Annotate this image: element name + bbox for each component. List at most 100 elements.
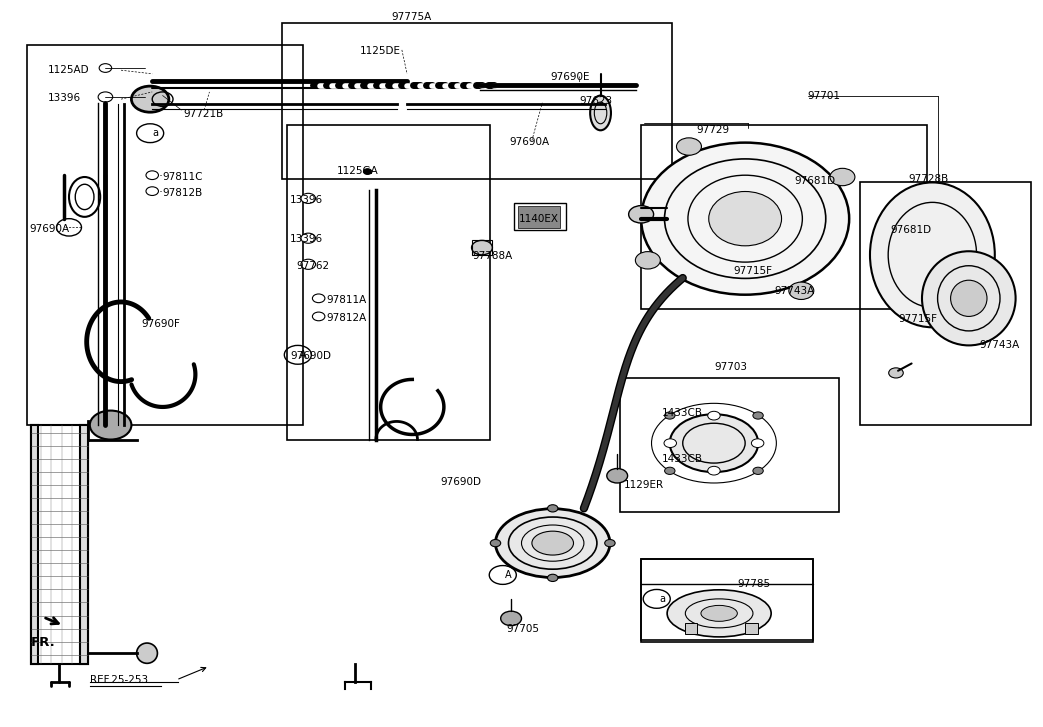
Bar bbox=[514, 203, 566, 230]
Bar bbox=[621, 378, 839, 512]
Circle shape bbox=[548, 505, 558, 512]
Text: 97785: 97785 bbox=[737, 579, 771, 590]
Bar bbox=[641, 559, 812, 640]
Text: 97690D: 97690D bbox=[440, 476, 482, 486]
Circle shape bbox=[501, 611, 522, 626]
Text: 1125GA: 1125GA bbox=[336, 166, 379, 176]
Text: 97775A: 97775A bbox=[391, 12, 432, 23]
Circle shape bbox=[363, 169, 371, 174]
Ellipse shape bbox=[137, 643, 157, 663]
Bar bbox=[27, 45, 304, 425]
Bar bbox=[859, 182, 1032, 425]
Circle shape bbox=[56, 219, 81, 236]
Ellipse shape bbox=[590, 95, 611, 130]
Circle shape bbox=[751, 439, 763, 448]
Circle shape bbox=[301, 193, 316, 204]
Text: 1125AD: 1125AD bbox=[48, 65, 90, 75]
Bar bbox=[30, 425, 88, 664]
Text: 97788A: 97788A bbox=[472, 252, 513, 261]
Text: 97728B: 97728B bbox=[908, 174, 949, 184]
Text: 97690F: 97690F bbox=[142, 318, 180, 329]
Text: a: a bbox=[659, 594, 665, 604]
Circle shape bbox=[635, 252, 660, 269]
Text: A: A bbox=[299, 350, 307, 360]
Text: 97690E: 97690E bbox=[551, 73, 590, 82]
Ellipse shape bbox=[670, 414, 758, 472]
Text: 97690D: 97690D bbox=[291, 351, 332, 361]
Text: 97811A: 97811A bbox=[326, 295, 366, 305]
Text: 97762: 97762 bbox=[297, 261, 330, 270]
Text: 13396: 13396 bbox=[48, 94, 81, 103]
Circle shape bbox=[677, 138, 702, 156]
Circle shape bbox=[301, 260, 316, 269]
Text: 97729: 97729 bbox=[697, 125, 729, 135]
Circle shape bbox=[664, 439, 677, 448]
Text: 97681D: 97681D bbox=[794, 176, 835, 186]
Ellipse shape bbox=[870, 182, 995, 327]
Circle shape bbox=[146, 187, 159, 196]
Circle shape bbox=[131, 86, 169, 112]
Circle shape bbox=[605, 539, 615, 547]
Text: 97811C: 97811C bbox=[163, 172, 203, 182]
Circle shape bbox=[471, 241, 492, 255]
Circle shape bbox=[490, 539, 501, 547]
Text: 13396: 13396 bbox=[290, 195, 322, 205]
Text: 97623: 97623 bbox=[580, 97, 613, 106]
Circle shape bbox=[708, 466, 720, 475]
Circle shape bbox=[146, 171, 159, 180]
Text: 1433CB: 1433CB bbox=[662, 408, 703, 418]
Circle shape bbox=[830, 169, 855, 185]
Bar bbox=[471, 241, 492, 255]
Circle shape bbox=[313, 312, 325, 321]
Text: 97701: 97701 bbox=[807, 91, 841, 100]
Text: 97703: 97703 bbox=[714, 362, 747, 372]
Text: 1125DE: 1125DE bbox=[360, 47, 402, 57]
Bar bbox=[30, 425, 38, 664]
Bar bbox=[80, 425, 88, 664]
Bar bbox=[685, 623, 698, 634]
Ellipse shape bbox=[641, 142, 849, 294]
Text: 97681D: 97681D bbox=[891, 225, 931, 235]
Ellipse shape bbox=[495, 509, 610, 577]
Circle shape bbox=[708, 411, 720, 420]
Circle shape bbox=[313, 294, 325, 302]
Text: A: A bbox=[505, 570, 511, 580]
Circle shape bbox=[90, 411, 131, 440]
Circle shape bbox=[664, 412, 675, 419]
Ellipse shape bbox=[709, 191, 781, 246]
Bar bbox=[641, 559, 812, 643]
Text: a: a bbox=[152, 128, 159, 138]
Circle shape bbox=[889, 368, 903, 378]
Text: 97705: 97705 bbox=[506, 624, 539, 634]
Text: 97812B: 97812B bbox=[163, 188, 203, 198]
Text: 1433CB: 1433CB bbox=[662, 454, 703, 464]
Circle shape bbox=[664, 467, 675, 475]
Text: 97715F: 97715F bbox=[733, 266, 773, 276]
Ellipse shape bbox=[950, 280, 987, 316]
Text: 97743A: 97743A bbox=[979, 340, 1019, 350]
Bar bbox=[641, 124, 927, 309]
Bar bbox=[518, 206, 560, 228]
Bar bbox=[288, 124, 490, 440]
Ellipse shape bbox=[701, 606, 737, 622]
Bar bbox=[283, 23, 673, 179]
Text: 97812A: 97812A bbox=[326, 313, 366, 323]
Ellipse shape bbox=[532, 531, 574, 555]
Circle shape bbox=[98, 92, 113, 102]
Text: 97743A: 97743A bbox=[774, 286, 815, 296]
Text: 97690A: 97690A bbox=[509, 137, 550, 147]
Circle shape bbox=[753, 412, 763, 419]
Text: REF.25-253: REF.25-253 bbox=[90, 675, 148, 685]
Ellipse shape bbox=[668, 590, 771, 637]
Circle shape bbox=[753, 467, 763, 475]
Text: 13396: 13396 bbox=[290, 234, 322, 244]
Bar bbox=[745, 623, 757, 634]
Text: 97690A: 97690A bbox=[29, 224, 70, 234]
Circle shape bbox=[301, 233, 316, 244]
Circle shape bbox=[629, 206, 654, 223]
Text: 1129ER: 1129ER bbox=[624, 480, 663, 490]
Circle shape bbox=[548, 574, 558, 582]
Text: 97721B: 97721B bbox=[184, 108, 223, 119]
Text: FR.: FR. bbox=[30, 636, 55, 648]
Circle shape bbox=[99, 64, 112, 73]
